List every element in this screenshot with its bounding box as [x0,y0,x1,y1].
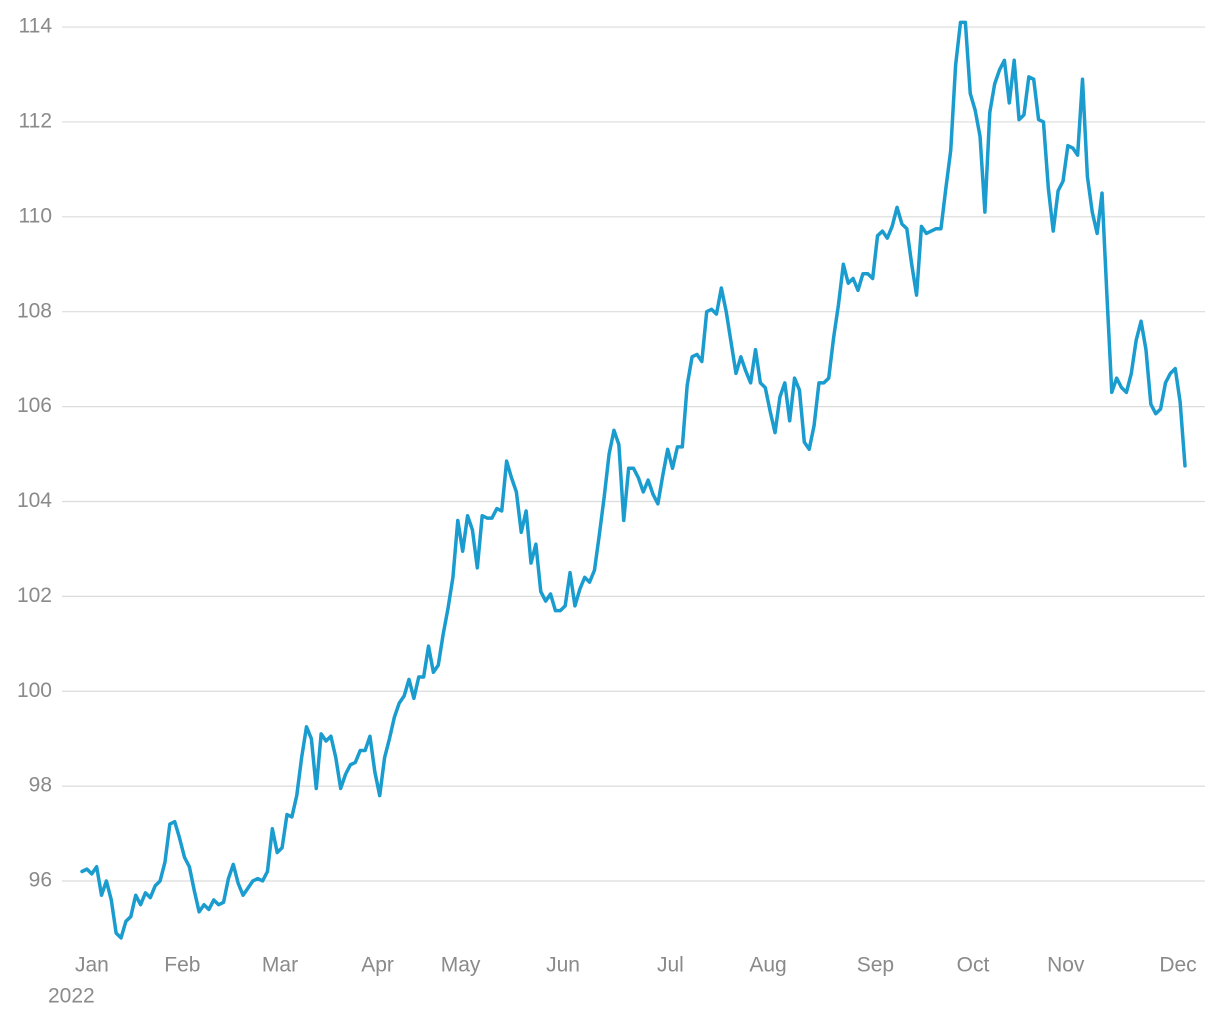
x-tick-label: Jun [546,954,580,977]
x-tick-label: Aug [749,954,786,977]
x-tick-label: May [441,954,481,977]
line [80,20,1187,940]
x-tick-label: Feb [164,954,200,977]
x-tick-label: Dec [1159,954,1196,977]
y-tick-label: 110 [19,204,52,227]
y-tick-label: 112 [19,110,52,133]
y-tick-label: 104 [17,489,52,512]
x-tick-label: Jul [657,954,684,977]
y-tick-label: 102 [17,584,52,607]
y-tick-label: 96 [29,869,52,892]
y-tick-label: 98 [29,774,52,797]
y-tick-label: 106 [17,394,52,417]
x-tick-label: Apr [361,954,394,977]
x-tick-label: Mar [262,954,298,977]
x-tick-label: Nov [1047,954,1085,977]
y-tick-label: 100 [17,679,52,702]
x-tick-label: Oct [957,954,990,977]
x-tick-label: Jan [75,954,109,977]
y-tick-label: 114 [19,15,53,38]
y-tick-label: 108 [17,299,52,322]
x-tick-label: Sep [857,954,894,977]
x-year-label: 2022 [48,985,95,1008]
